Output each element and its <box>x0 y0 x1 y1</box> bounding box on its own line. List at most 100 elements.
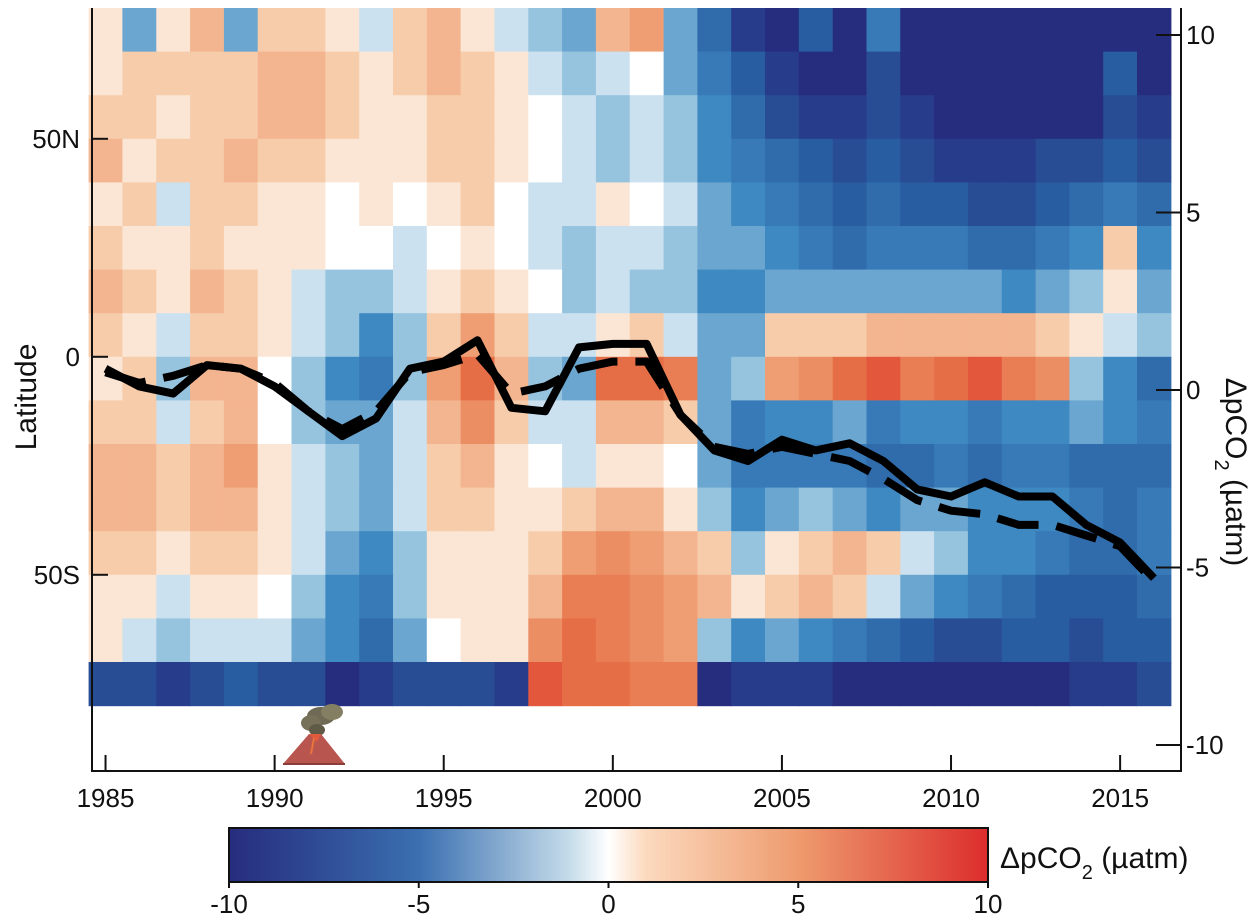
heatmap-cell <box>1001 182 1037 227</box>
heatmap-cell <box>866 487 901 532</box>
heatmap-cell <box>967 95 1003 140</box>
heatmap-cell <box>359 531 394 576</box>
heatmap-cell <box>798 356 834 401</box>
heatmap-cell <box>359 662 394 707</box>
heatmap-cell <box>528 574 563 619</box>
heatmap-cell <box>88 400 123 445</box>
heatmap-cell <box>156 138 191 183</box>
heatmap-cell <box>629 51 665 96</box>
heatmap-cell <box>934 662 969 707</box>
heatmap-cell <box>1137 8 1172 53</box>
heatmap-cell <box>900 51 935 96</box>
heatmap-cell <box>765 8 800 53</box>
heatmap-cell <box>1001 574 1037 619</box>
heatmap-cell <box>156 95 191 140</box>
heatmap-cell <box>1001 313 1037 358</box>
heatmap-cell <box>460 51 495 96</box>
heatmap-cell <box>731 574 766 619</box>
heatmap-cell <box>156 574 191 619</box>
heatmap-cell <box>190 487 225 532</box>
heatmap-cell <box>731 226 766 271</box>
heatmap-cell <box>731 313 766 358</box>
heatmap-cell <box>359 574 394 619</box>
x-ticks: 1985 1990 1995 2000 2005 2010 2015 <box>77 755 1149 813</box>
heatmap-cell <box>866 95 901 140</box>
heatmap-cell <box>122 8 157 53</box>
series-lines <box>103 336 1157 585</box>
heatmap-cell <box>156 182 191 227</box>
heatmap-cell <box>359 313 394 358</box>
heatmap-cell <box>900 574 935 619</box>
heatmap-cell <box>190 531 225 576</box>
heatmap-cell <box>629 531 665 576</box>
heatmap-cell <box>494 269 529 314</box>
heatmap-cell <box>1103 618 1138 663</box>
heatmap-cell <box>832 618 868 663</box>
heatmap-cell <box>934 269 969 314</box>
heatmap-cell <box>122 574 157 619</box>
heatmap-cell <box>663 51 698 96</box>
dpco2-tick-label: 5 <box>1186 198 1200 228</box>
heatmap-cell <box>900 95 935 140</box>
heatmap-cell <box>257 487 293 532</box>
heatmap-cell <box>190 269 225 314</box>
heatmap-cell <box>798 487 834 532</box>
heatmap-cell <box>291 356 326 401</box>
heatmap-cell <box>731 618 766 663</box>
heatmap-cell <box>223 531 259 576</box>
x-tick-label: 1990 <box>246 783 304 813</box>
heatmap-cell <box>629 487 665 532</box>
heatmap-cell <box>629 95 665 140</box>
heatmap-cell <box>257 8 293 53</box>
heatmap-cell <box>291 487 326 532</box>
heatmap-cell <box>291 182 326 227</box>
heatmap-cell <box>1103 51 1138 96</box>
right-ticks: 10 5 0 -5 -10 <box>1156 20 1224 760</box>
heatmap-cell <box>325 182 360 227</box>
heatmap-cell <box>1103 356 1138 401</box>
heatmap-cell <box>697 313 732 358</box>
heatmap-cell <box>900 618 935 663</box>
heatmap-cell <box>1103 138 1138 183</box>
heatmap-cell <box>88 618 123 663</box>
heatmap-cell <box>832 574 868 619</box>
heatmap-cell <box>832 51 868 96</box>
heatmap-cell <box>291 444 326 489</box>
colorbar: -10 -5 0 5 10 ΔpCO2 (µatm) <box>210 827 1188 919</box>
heatmap-cell <box>731 662 766 707</box>
heatmap-cell <box>257 313 293 358</box>
heatmap-cell <box>832 95 868 140</box>
heatmap-cell <box>765 269 800 314</box>
heatmap-cell <box>1103 487 1138 532</box>
heatmap-cell <box>494 531 529 576</box>
colorbar-tick-label: -5 <box>407 889 430 919</box>
heatmap-cell <box>798 618 834 663</box>
heatmap-cell <box>223 618 259 663</box>
heatmap-cell <box>1137 444 1172 489</box>
heatmap-cell <box>1137 313 1172 358</box>
heatmap-cell <box>257 182 293 227</box>
heatmap-cell <box>88 226 123 271</box>
heatmap-cell <box>697 8 732 53</box>
heatmap-cell <box>765 662 800 707</box>
heatmap-cell <box>1069 356 1104 401</box>
heatmap-cell <box>528 95 563 140</box>
heatmap-cell <box>325 444 360 489</box>
y-axis-title: Latitude <box>10 344 43 451</box>
heatmap-cell <box>765 618 800 663</box>
heatmap-cell <box>1035 8 1070 53</box>
heatmap-cell <box>223 662 259 707</box>
heatmap-cell <box>663 444 698 489</box>
heatmap-cell <box>1001 400 1037 445</box>
heatmap-cell <box>325 8 360 53</box>
heatmap-cell <box>595 487 631 532</box>
heatmap-cell <box>122 662 157 707</box>
heatmap-cell <box>460 574 495 619</box>
colorbar-tick-label: 5 <box>791 889 805 919</box>
heatmap-cell <box>900 662 935 707</box>
heatmap-cell <box>291 618 326 663</box>
heatmap-cell <box>934 138 969 183</box>
heatmap-cell <box>291 662 326 707</box>
heatmap-cell <box>1103 444 1138 489</box>
heatmap-cell <box>325 313 360 358</box>
